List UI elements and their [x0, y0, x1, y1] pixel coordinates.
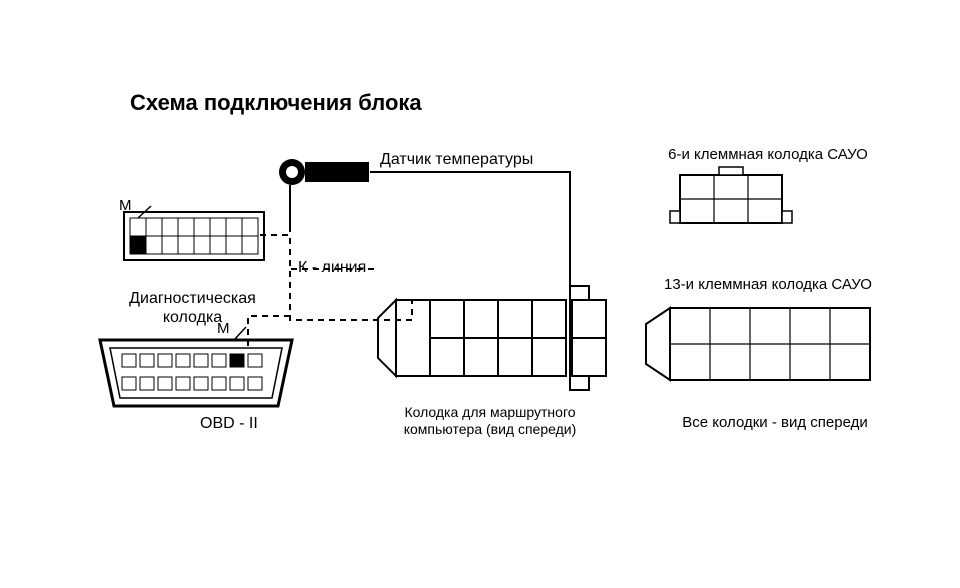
- svg-layer: [0, 0, 960, 588]
- diagram-stage: Схема подключения блока Датчик температу…: [0, 0, 960, 588]
